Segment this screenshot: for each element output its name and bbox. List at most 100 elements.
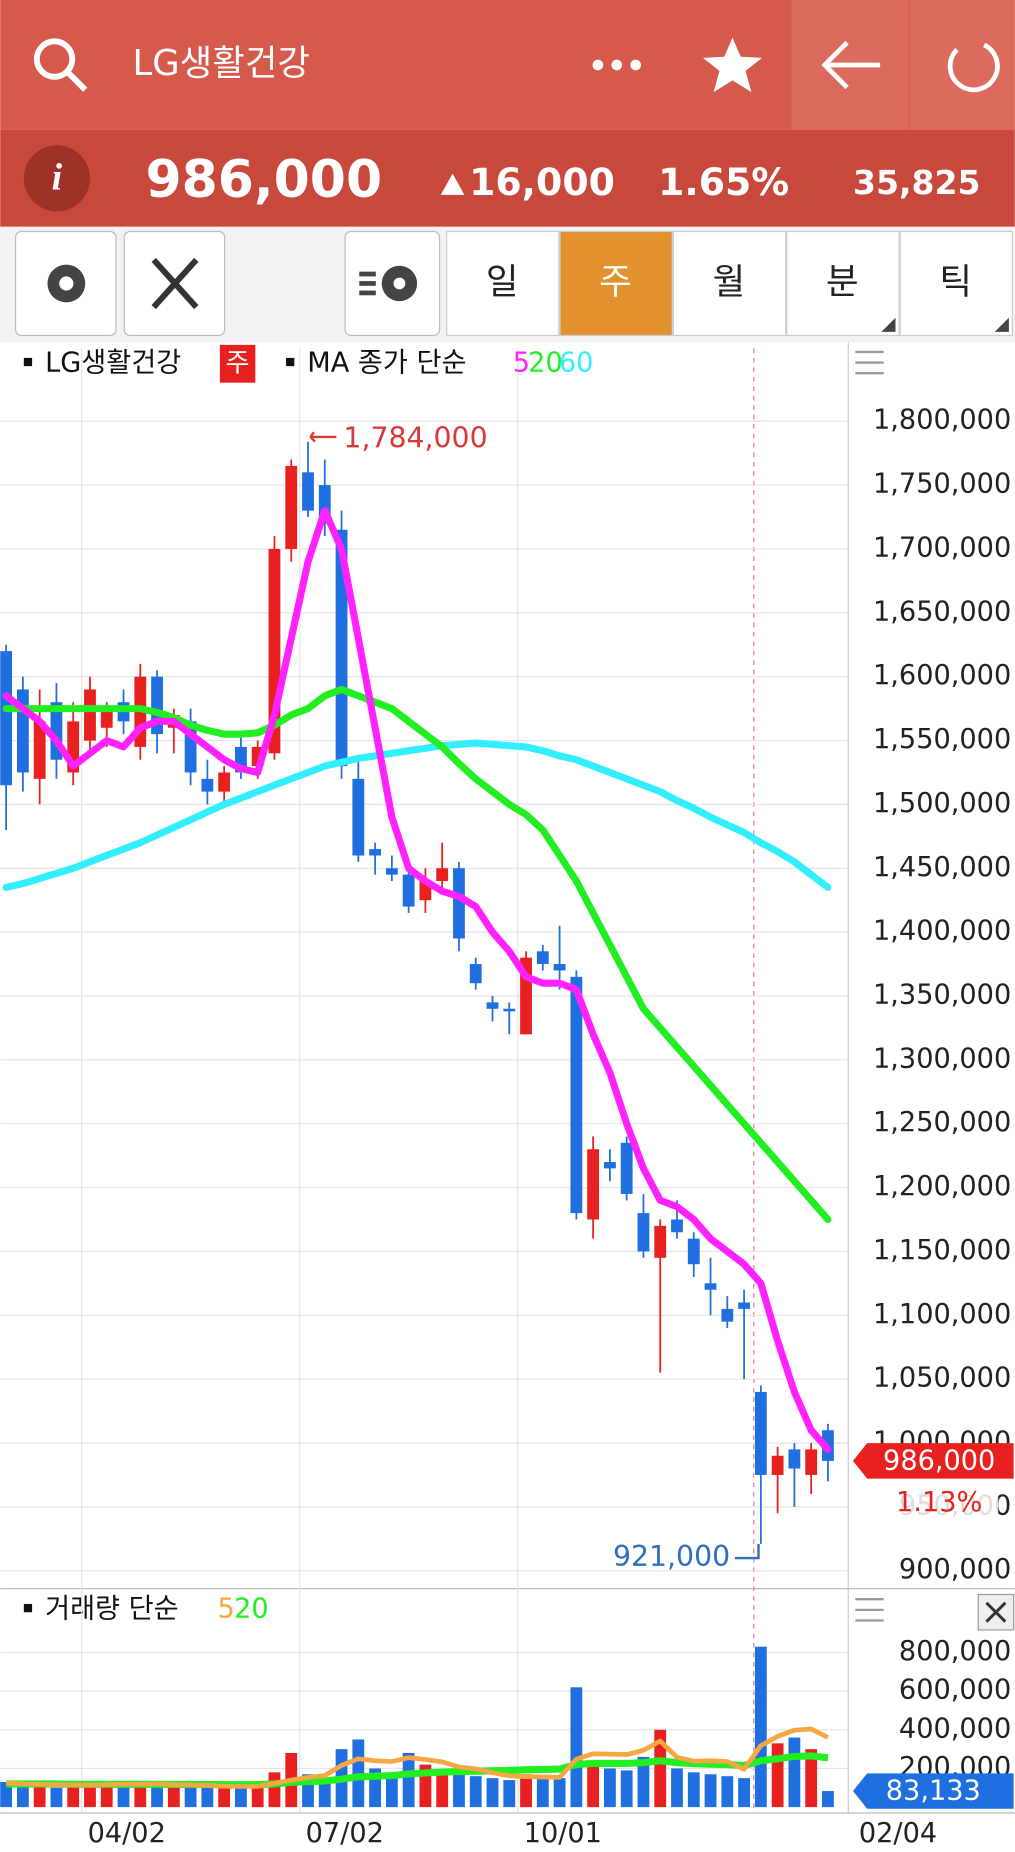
volume-bar	[687, 1772, 700, 1808]
volume-bar	[50, 1787, 63, 1808]
y-tick-label: 1,550,000	[873, 724, 1011, 755]
more-icon[interactable]	[592, 59, 641, 71]
volume-menu-icon[interactable]	[855, 1598, 884, 1622]
candle-body	[771, 1455, 784, 1475]
legend-marker	[286, 357, 295, 367]
ma-line	[2, 739, 832, 891]
candle-body	[754, 1391, 767, 1475]
period-tab-label: 일	[486, 261, 519, 302]
ma-line	[2, 507, 832, 1453]
candle-body	[788, 1449, 801, 1469]
candle-body	[302, 472, 314, 511]
candle-body	[67, 721, 80, 773]
y-tick-label: 1,600,000	[873, 660, 1011, 691]
candle-body	[218, 772, 231, 792]
candle-body	[16, 689, 29, 773]
volume-bar	[369, 1768, 382, 1808]
price-badge-label: 986,000	[883, 1446, 995, 1477]
candle-body	[503, 1008, 516, 1012]
y-tick-label: 1,350,000	[873, 979, 1011, 1010]
volume-bar	[218, 1787, 231, 1808]
y-tick-label: 1,750,000	[873, 469, 1011, 500]
back-icon	[821, 40, 881, 90]
volume-bar	[33, 1783, 46, 1808]
candle-body	[84, 689, 96, 741]
volume-bar	[603, 1768, 616, 1808]
legend-entry: 60	[559, 347, 594, 378]
x-end-label: 02/04	[859, 1818, 937, 1849]
period-tab[interactable]	[786, 230, 900, 337]
y-tick-label: 1,250,000	[873, 1107, 1011, 1138]
y-tick-label: 600,000	[899, 1675, 1011, 1706]
period-badge	[219, 344, 256, 383]
volume-bar	[0, 1781, 13, 1808]
candle-body	[687, 1238, 700, 1265]
volume-bar	[771, 1743, 784, 1808]
indicator-icon	[359, 265, 418, 302]
close-volume-button[interactable]	[977, 1593, 1015, 1631]
candle-body	[570, 976, 583, 1214]
tools-icon	[151, 257, 199, 310]
period-tab[interactable]	[446, 230, 560, 337]
period-tab[interactable]	[899, 230, 1014, 337]
ma-legend-label: MA 종가 단순	[307, 347, 466, 378]
volume-bar	[822, 1791, 834, 1808]
candle-body	[352, 778, 365, 856]
period-tab-label: 분	[826, 261, 859, 302]
volume-bar	[587, 1760, 600, 1808]
candle-body	[587, 1149, 600, 1220]
volume-bar	[721, 1776, 734, 1808]
plot: 900,000950,0001,000,0001,050,0001,100,00…	[0, 347, 1014, 1849]
x-tick-label: 04/02	[88, 1818, 166, 1849]
gear-icon	[47, 264, 86, 303]
volume-bar	[436, 1770, 449, 1808]
volume-bar	[469, 1776, 482, 1808]
y-tick-label: 1,100,000	[873, 1299, 1011, 1330]
legend-marker	[23, 1603, 33, 1613]
search-icon[interactable]	[33, 38, 88, 92]
candle-body	[50, 702, 63, 760]
favorite-icon[interactable]	[702, 37, 763, 93]
volume-ma-line	[5, 1726, 829, 1789]
candle-body	[536, 951, 549, 965]
candle-body	[201, 778, 214, 792]
candle-body	[486, 1002, 499, 1009]
period-tab[interactable]	[672, 230, 787, 337]
up-arrow	[440, 173, 465, 195]
y-tick-label: 400,000	[899, 1713, 1011, 1744]
candle-body	[369, 849, 382, 856]
volume-bar	[620, 1770, 633, 1808]
volume-bar	[100, 1785, 113, 1808]
low-annotation: 921,000	[613, 1540, 730, 1573]
stock-title[interactable]: LG생활건강	[132, 43, 310, 84]
volume-bar	[503, 1780, 516, 1808]
menu-icon[interactable]	[855, 350, 884, 375]
chart-area	[0, 342, 1015, 1852]
x-tick-label: 10/01	[524, 1818, 602, 1849]
low-marker	[734, 1543, 760, 1560]
volume-bar	[536, 1776, 549, 1808]
volume-badge	[852, 1773, 1014, 1809]
y-tick-label: 1,500,000	[873, 788, 1011, 819]
info-button[interactable]	[23, 145, 90, 212]
candle-body	[0, 651, 13, 786]
ma-line	[2, 685, 832, 1224]
volume-bar	[654, 1729, 667, 1808]
candle-body	[285, 465, 298, 549]
high-annotation: 1,784,000	[343, 421, 487, 454]
volume-bar	[184, 1786, 197, 1808]
candle-body	[671, 1219, 683, 1233]
candle-body	[704, 1283, 717, 1290]
volume-bar	[402, 1753, 415, 1808]
volume-bar	[302, 1774, 314, 1808]
candle-body	[520, 957, 532, 1035]
period-tab[interactable]	[559, 230, 673, 337]
candle-body	[151, 676, 163, 735]
volume-bar	[788, 1737, 801, 1808]
candle-body	[453, 868, 465, 939]
volume-bar	[167, 1784, 180, 1808]
volume-bar	[251, 1784, 264, 1808]
